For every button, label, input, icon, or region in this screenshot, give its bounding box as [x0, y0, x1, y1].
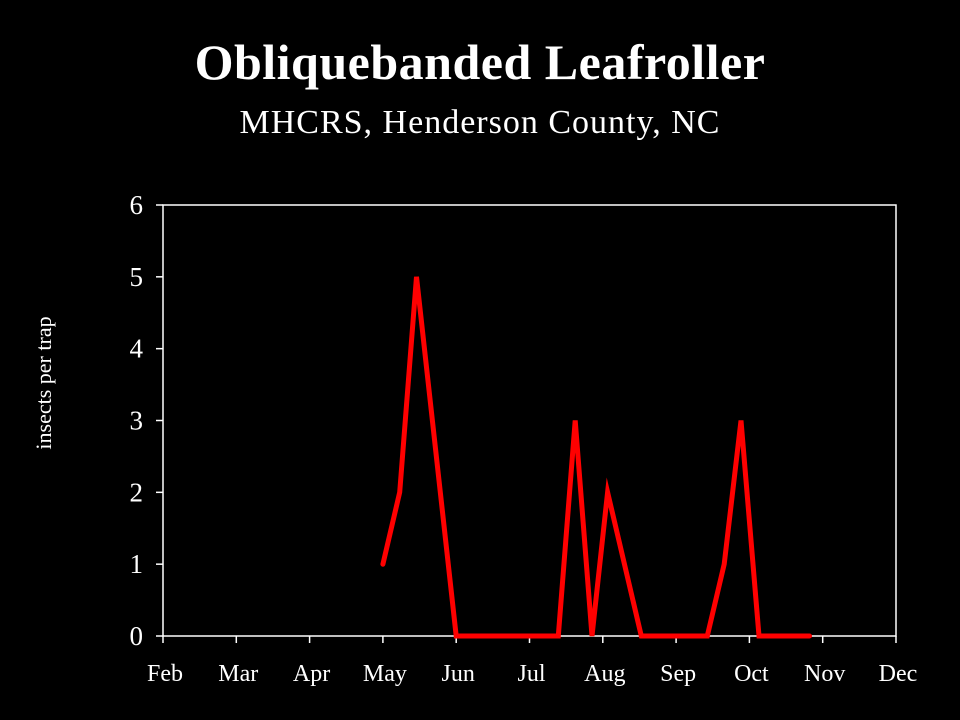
plot-frame	[162, 204, 897, 637]
x-tick-label: Jun	[442, 661, 475, 687]
x-tick-label: May	[363, 661, 407, 687]
y-tick-label: 1	[130, 549, 144, 579]
x-tick-label: Jul	[517, 661, 545, 687]
chart-subtitle: MHCRS, Henderson County, NC	[239, 104, 721, 141]
y-tick-label: 5	[130, 262, 144, 292]
x-tick-label: Feb	[147, 661, 183, 687]
chart-title: Obliquebanded Leafroller	[194, 34, 766, 90]
x-tick-label: Dec	[879, 661, 918, 687]
y-tick-label: 0	[130, 621, 144, 651]
x-tick-label: Mar	[218, 661, 258, 687]
y-tick-label: 3	[130, 406, 144, 436]
series-line	[380, 276, 812, 639]
x-tick-label: Aug	[584, 661, 625, 687]
x-tick-label: Sep	[660, 661, 696, 687]
y-tick-label: 2	[130, 477, 144, 507]
x-tick-label: Nov	[804, 661, 845, 687]
x-tick-label: Apr	[293, 661, 330, 687]
y-tick-label: 4	[130, 334, 144, 364]
y-tick-label: 6	[130, 190, 144, 220]
x-tick-label: Oct	[734, 661, 769, 687]
